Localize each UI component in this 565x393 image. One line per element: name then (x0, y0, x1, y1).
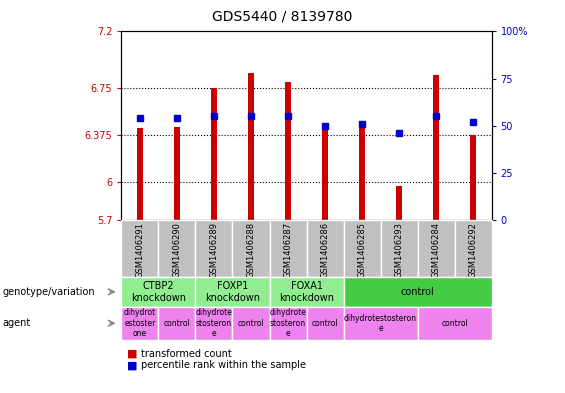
Bar (137, 128, 144, 220)
Bar (270, 307, 306, 340)
Bar (470, 134, 476, 220)
Text: control: control (401, 287, 434, 297)
Bar (307, 307, 344, 340)
Bar (121, 220, 158, 277)
Bar (344, 307, 418, 340)
Bar (195, 220, 233, 277)
Text: control: control (312, 319, 338, 328)
Text: agent: agent (3, 318, 31, 328)
Bar (344, 220, 381, 277)
Text: dihydrotestosteron
e: dihydrotestosteron e (344, 314, 417, 333)
Text: dihydrote
stosteron
e: dihydrote stosteron e (195, 309, 232, 338)
Text: CTBP2
knockdown: CTBP2 knockdown (131, 281, 186, 303)
Text: dihydrot
estoster
one: dihydrot estoster one (124, 309, 156, 338)
Text: GSM1406291: GSM1406291 (136, 222, 145, 278)
Bar (158, 307, 195, 340)
Bar (359, 128, 366, 220)
Bar (158, 220, 195, 277)
Bar (195, 307, 233, 340)
Text: GSM1406287: GSM1406287 (284, 222, 293, 278)
Text: dihydrote
stosteron
e: dihydrote stosteron e (270, 309, 306, 338)
Bar (433, 75, 440, 220)
Bar (270, 277, 344, 307)
Text: transformed count: transformed count (141, 349, 232, 359)
Bar (233, 307, 270, 340)
Bar (247, 73, 254, 220)
Bar (121, 277, 195, 307)
Bar (344, 277, 492, 307)
Text: GSM1406286: GSM1406286 (320, 222, 329, 278)
Bar (233, 220, 270, 277)
Bar (321, 128, 328, 220)
Text: GSM1406284: GSM1406284 (432, 222, 441, 278)
Bar (396, 186, 402, 220)
Text: GSM1406285: GSM1406285 (358, 222, 367, 278)
Bar (381, 220, 418, 277)
Text: GDS5440 / 8139780: GDS5440 / 8139780 (212, 10, 353, 24)
Text: GSM1406292: GSM1406292 (468, 222, 477, 278)
Text: FOXP1
knockdown: FOXP1 knockdown (205, 281, 260, 303)
Bar (195, 277, 270, 307)
Bar (418, 220, 454, 277)
Bar (211, 88, 218, 220)
Text: GSM1406293: GSM1406293 (394, 222, 403, 278)
Text: GSM1406289: GSM1406289 (210, 222, 219, 278)
Bar (270, 220, 306, 277)
Bar (121, 307, 158, 340)
Bar (455, 220, 492, 277)
Text: ■: ■ (127, 360, 138, 371)
Text: GSM1406288: GSM1406288 (246, 222, 255, 278)
Text: control: control (441, 319, 468, 328)
Bar (307, 220, 344, 277)
Text: control: control (164, 319, 190, 328)
Text: control: control (238, 319, 264, 328)
Bar (418, 307, 492, 340)
Text: FOXA1
knockdown: FOXA1 knockdown (279, 281, 334, 303)
Text: ■: ■ (127, 349, 138, 359)
Bar (173, 127, 180, 220)
Bar (285, 82, 292, 220)
Text: genotype/variation: genotype/variation (3, 287, 95, 297)
Text: GSM1406290: GSM1406290 (172, 222, 181, 278)
Text: percentile rank within the sample: percentile rank within the sample (141, 360, 306, 371)
